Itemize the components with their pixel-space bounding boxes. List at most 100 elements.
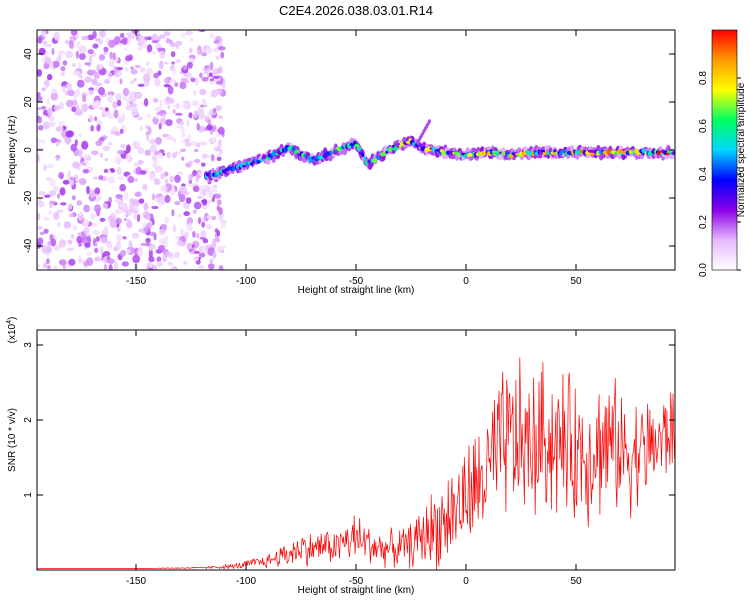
spectrogram-noise-blob bbox=[186, 72, 193, 80]
spectrogram-noise-blob bbox=[217, 245, 224, 254]
spectrogram-noise-blob bbox=[177, 171, 184, 176]
spectrogram-noise-blob bbox=[37, 263, 40, 269]
spectrogram-noise-blob bbox=[68, 40, 74, 49]
spectrogram-noise-blob bbox=[94, 256, 101, 262]
spectrogram-noise-blob bbox=[138, 228, 145, 233]
spectrogram-noise-blob bbox=[145, 213, 151, 220]
spectrogram-noise-blob bbox=[158, 122, 162, 130]
spectrogram-noise-blob bbox=[83, 226, 90, 234]
spectrogram-noise-blob bbox=[199, 72, 203, 79]
spectrogram-ridge-core bbox=[354, 143, 360, 148]
spectrogram-noise-blob bbox=[172, 267, 176, 270]
spectrogram-noise-blob bbox=[221, 84, 226, 89]
spectrogram-noise-blob bbox=[184, 231, 189, 238]
spectrogram-noise-blob bbox=[193, 110, 198, 119]
spectrogram-noise-blob bbox=[108, 60, 115, 68]
spectrogram-noise-blob bbox=[189, 47, 193, 54]
spectrogram-noise-blob bbox=[201, 98, 206, 104]
spectrogram-ridge-core bbox=[361, 152, 365, 158]
spectrogram-noise-blob bbox=[99, 217, 106, 222]
spectrogram-noise-blob bbox=[116, 99, 122, 107]
spectrogram-noise-blob bbox=[115, 67, 124, 71]
spectrogram-noise-blob bbox=[116, 233, 122, 243]
spectrogram-noise-blob bbox=[49, 116, 55, 121]
spectrogram-noise-blob bbox=[193, 158, 201, 164]
spectrogram-noise-blob bbox=[197, 49, 204, 56]
spectrogram-noise-blob bbox=[67, 89, 75, 97]
spectrogram-noise-blob bbox=[139, 170, 147, 175]
spectrogram-noise-blob bbox=[122, 37, 128, 42]
spectrogram-noise-blob bbox=[94, 247, 99, 253]
spectrogram-noise-blob bbox=[56, 193, 61, 199]
spectrogram-noise-blob bbox=[92, 30, 97, 39]
spectrogram-noise-blob bbox=[60, 72, 65, 76]
spectrogram-noise-blob bbox=[208, 199, 213, 203]
spectrogram-noise-blob bbox=[42, 30, 46, 37]
spectrogram-noise-blob bbox=[190, 77, 196, 83]
spectrogram-noise-blob bbox=[72, 98, 77, 108]
spectrogram-noise-blob bbox=[193, 201, 202, 210]
spectrogram-noise-blob bbox=[65, 50, 73, 59]
spectrogram-noise-blob bbox=[153, 72, 159, 79]
spectrogram-noise-blob bbox=[75, 88, 80, 97]
spectrogram-noise-blob bbox=[99, 30, 106, 38]
spectrogram-noise-blob bbox=[164, 77, 171, 84]
spectrogram-noise-blob bbox=[116, 149, 125, 155]
spectrogram-noise-blob bbox=[50, 88, 58, 94]
spectrogram-noise-blob bbox=[78, 255, 82, 264]
spectrogram-noise-blob bbox=[130, 69, 138, 75]
spectrogram-noise-blob bbox=[198, 30, 206, 33]
spectrogram-noise-blob bbox=[98, 87, 105, 96]
spectrogram-noise-blob bbox=[38, 191, 46, 196]
spectrogram-noise-blob bbox=[124, 47, 128, 52]
spectrogram-noise-blob bbox=[53, 265, 59, 270]
spectrogram-noise-blob bbox=[134, 191, 141, 197]
spectrogram-noise-blob bbox=[152, 98, 159, 103]
spectrogram-noise-blob bbox=[186, 118, 190, 127]
spectrogram-noise-blob bbox=[94, 116, 98, 122]
spectrogram-noise-blob bbox=[214, 89, 223, 95]
spectrogram-noise-blob bbox=[37, 138, 42, 144]
spectrogram-noise-blob bbox=[107, 176, 116, 184]
spectrogram-noise-blob bbox=[94, 82, 103, 87]
spectrogram-noise-blob bbox=[192, 230, 196, 238]
spectrogram-noise-blob bbox=[91, 222, 98, 228]
spectrogram-noise-blob bbox=[103, 168, 109, 174]
spectrogram-noise-blob bbox=[176, 125, 183, 129]
spectrogram-noise-blob bbox=[58, 50, 66, 55]
spectrogram-noise-blob bbox=[167, 261, 173, 267]
spectrogram-x-tick-label: -150 bbox=[126, 276, 146, 287]
spectrogram-noise-blob bbox=[99, 152, 104, 158]
spectrogram-noise-blob bbox=[142, 183, 148, 191]
spectrogram-ridge-core bbox=[490, 149, 493, 155]
spectrogram-noise-blob bbox=[216, 205, 220, 211]
spectrogram-noise-blob bbox=[183, 80, 190, 83]
spectrogram-noise-blob bbox=[185, 197, 192, 204]
spectrogram-noise-blob bbox=[158, 62, 164, 69]
spectrogram-noise-blob bbox=[159, 201, 164, 206]
spectrogram-noise-blob bbox=[119, 128, 124, 134]
spectrogram-noise-blob bbox=[58, 259, 67, 266]
spectrogram-noise-blob bbox=[78, 45, 87, 54]
spectrogram-noise-blob bbox=[145, 237, 151, 243]
spectrogram-noise-blob bbox=[160, 185, 168, 192]
spectrogram-noise-blob bbox=[95, 197, 100, 202]
spectrogram-noise-blob bbox=[181, 126, 185, 136]
spectrogram-ridge-core bbox=[242, 164, 246, 168]
spectrogram-noise-blob bbox=[117, 166, 122, 176]
spectrogram-noise-blob bbox=[175, 43, 179, 50]
spectrogram-noise-blob bbox=[41, 139, 45, 144]
spectrogram-noise-blob bbox=[192, 209, 197, 214]
spectrogram-noise-blob bbox=[37, 111, 40, 117]
spectrogram-noise-blob bbox=[63, 221, 72, 229]
colorbar-tick-label: 0.8 bbox=[698, 71, 709, 85]
colorbar-tick-label: 0.2 bbox=[698, 215, 709, 229]
spectrogram-noise-blob bbox=[149, 261, 153, 269]
spectrogram-noise-blob bbox=[210, 154, 215, 162]
spectrogram-noise-blob bbox=[58, 239, 67, 248]
spectrogram-noise-blob bbox=[116, 72, 122, 76]
spectrogram-noise-blob bbox=[119, 183, 127, 192]
spectrogram-noise-blob bbox=[119, 78, 123, 85]
spectrogram-noise-blob bbox=[192, 185, 200, 193]
colorbar-tick-label: 0.6 bbox=[698, 119, 709, 133]
